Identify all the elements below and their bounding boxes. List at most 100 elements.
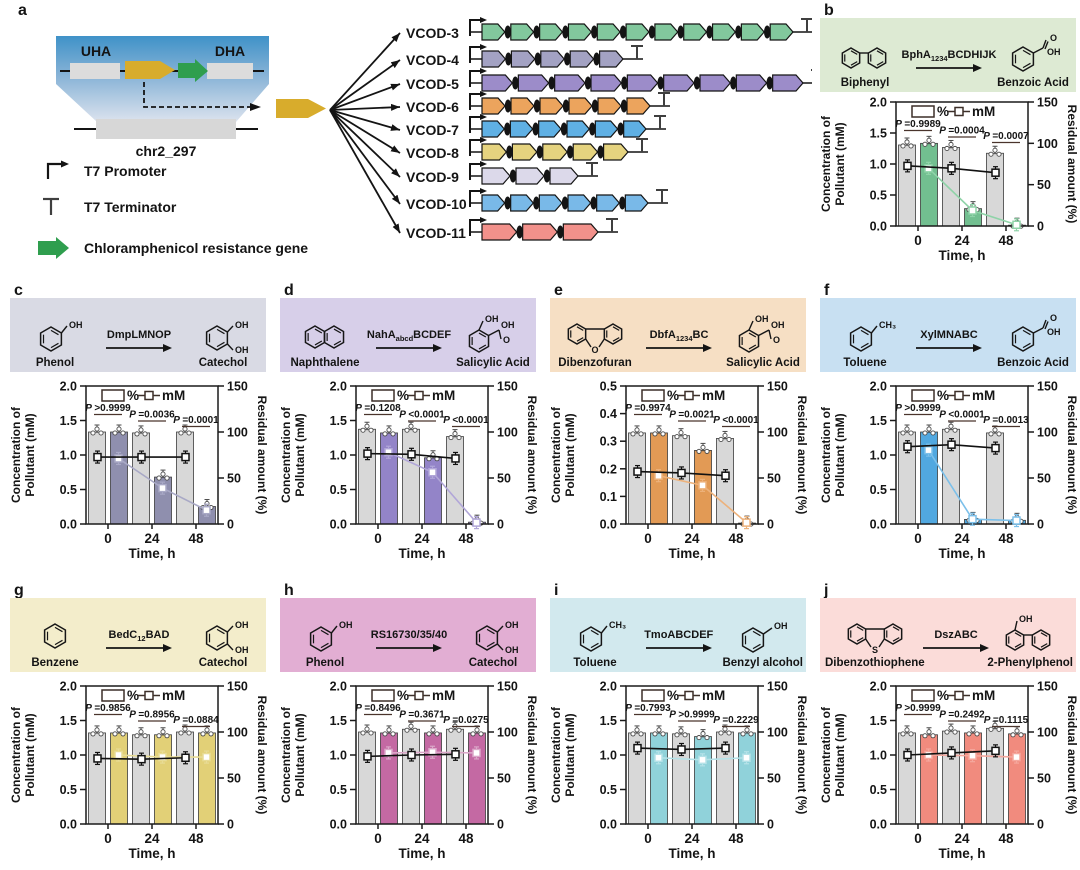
panel-letter: h bbox=[284, 582, 294, 599]
y-axis-left-label-1: Concentration of bbox=[9, 406, 23, 503]
fan-arrow bbox=[329, 109, 401, 131]
degradation-chart: 0.0 0.1 0.2 0.3 0.4 0.5 0 50 100 150 0 24 48 Time, h C… bbox=[548, 374, 810, 571]
x-axis-label: Time, h bbox=[128, 546, 175, 561]
svg-text:1.0: 1.0 bbox=[330, 449, 347, 463]
chart-svg: 0.0 0.5 1.0 1.5 2.0 0 50 100 150 0 24 48 Time, h Conc… bbox=[819, 96, 1079, 264]
svg-text:0: 0 bbox=[767, 518, 774, 532]
svg-text:P =0.8956: P =0.8956 bbox=[129, 710, 175, 721]
phenol-structure: OH bbox=[309, 620, 353, 652]
bar-vcod bbox=[650, 732, 668, 825]
svg-text:T7 Terminator: T7 Terminator bbox=[84, 199, 177, 215]
bar-vcod bbox=[920, 734, 938, 825]
product-structure-icon: OH bbox=[990, 612, 1070, 658]
enzyme-suffix: BCDHIJK bbox=[947, 48, 997, 61]
extraction-dashed-arrow bbox=[143, 82, 250, 108]
svg-text:P =0.0004: P =0.0004 bbox=[939, 126, 985, 137]
product-label: Catechol bbox=[468, 656, 518, 669]
svg-text:%: % bbox=[937, 688, 949, 703]
product-structure-icon: OH OH O bbox=[723, 312, 803, 358]
chart-svg: 0.0 0.5 1.0 1.5 2.0 0 50 100 150 0 24 48 Time, h Conc… bbox=[279, 680, 539, 862]
enzyme-prefix: BedC bbox=[108, 628, 138, 641]
reaction-scheme: CH₃ Toluene XylMNABC O OH Benzoic Acid bbox=[820, 298, 1076, 372]
enzyme-label: RS16730/35/40 bbox=[371, 629, 447, 643]
fan-arrow bbox=[329, 109, 401, 154]
gene-junction-dot bbox=[564, 52, 571, 66]
axes: 0.0 0.5 1.0 1.5 2.0 0 50 100 150 0 24 48 Time, h Conc… bbox=[279, 680, 539, 862]
gene-arrow bbox=[683, 23, 708, 41]
dha-label: DHA bbox=[215, 43, 245, 59]
svg-text:1.0: 1.0 bbox=[60, 449, 77, 463]
chart-legend: % mM bbox=[911, 688, 995, 703]
gene-junction-dot bbox=[504, 122, 511, 136]
svg-text:0.5: 0.5 bbox=[870, 783, 887, 797]
reaction-step: DszABC bbox=[923, 629, 990, 653]
svg-text:0: 0 bbox=[644, 831, 652, 846]
gene-arrow bbox=[522, 223, 559, 241]
substrate-block: O Dibenzofuran bbox=[555, 312, 635, 370]
toluene-structure: CH₃ bbox=[849, 320, 896, 352]
product-structure-icon: O OH bbox=[993, 312, 1073, 358]
y-axis-right-label: Residual amount (%) bbox=[795, 396, 809, 515]
bar-vcod bbox=[1008, 733, 1026, 825]
bars bbox=[898, 421, 1026, 525]
reaction-scheme: Benzene BedC12BAD OH OH Catechol bbox=[10, 598, 266, 672]
substrate-structure-icon: CH₃ bbox=[555, 612, 635, 658]
vcod-row-VCOD-9: VCOD-9 bbox=[329, 109, 598, 185]
svg-text:1.0: 1.0 bbox=[870, 749, 887, 763]
reaction-step: TmoABCDEF bbox=[644, 629, 713, 653]
bar-control bbox=[402, 728, 420, 825]
svg-text:100: 100 bbox=[1037, 137, 1058, 151]
svg-text:1.5: 1.5 bbox=[870, 414, 887, 428]
bar-vcod bbox=[110, 732, 128, 825]
panel-letter: f bbox=[824, 282, 830, 299]
panel-letter: e bbox=[554, 282, 563, 299]
gene-arrow bbox=[663, 74, 695, 92]
gene-arrow bbox=[511, 143, 538, 161]
svg-text:2.0: 2.0 bbox=[60, 680, 77, 694]
svg-text:50: 50 bbox=[1037, 472, 1051, 486]
panel-letter: i bbox=[554, 582, 559, 599]
svg-text:0: 0 bbox=[227, 818, 234, 832]
gene-arrow bbox=[481, 223, 518, 241]
panel-b: b Biphenyl BphA1234BCDHIJK O OH Benzoic A… bbox=[818, 2, 1079, 272]
gene-arrow bbox=[542, 143, 568, 161]
phenol-structure: OH bbox=[39, 320, 83, 352]
x-axis-label: Time, h bbox=[938, 846, 985, 861]
chr-locus-box bbox=[96, 119, 236, 139]
gene-arrow bbox=[481, 120, 506, 138]
chart-svg: 0.0 0.5 1.0 1.5 2.0 0 50 100 150 0 24 48 Time, h Conc… bbox=[549, 680, 809, 862]
bar-vcod bbox=[154, 734, 172, 825]
y-axis-left-label-2: Pollutant (mM) bbox=[563, 713, 577, 796]
line-vcod-mM bbox=[924, 748, 1021, 764]
resistance-gene-arrow-icon bbox=[38, 237, 69, 259]
line-control-mM bbox=[93, 751, 190, 766]
svg-text:0: 0 bbox=[104, 531, 112, 546]
fan-arrow bbox=[329, 109, 401, 178]
svg-text:150: 150 bbox=[1037, 680, 1058, 694]
enzyme-label: TmoABCDEF bbox=[644, 629, 713, 643]
substrate-structure-icon bbox=[15, 612, 95, 658]
bars bbox=[88, 724, 216, 825]
panel-j: j S Dibenzothiophene DszABC OH 2-Phenylp… bbox=[818, 582, 1079, 870]
reaction-step: RS16730/35/40 bbox=[371, 629, 447, 653]
gene-junction-dot bbox=[512, 76, 519, 90]
y-axis-left-label-2: Pollutant (mM) bbox=[563, 413, 577, 496]
gene-arrow bbox=[590, 74, 623, 92]
enzyme-prefix: BphA bbox=[901, 48, 931, 61]
svg-text:OH: OH bbox=[771, 320, 785, 330]
chart-legend: % mM bbox=[371, 688, 455, 703]
svg-text:OH: OH bbox=[1047, 327, 1061, 337]
bar-control bbox=[942, 730, 960, 825]
enzyme-subscript: 12 bbox=[137, 633, 146, 643]
svg-text:CH₃: CH₃ bbox=[879, 320, 896, 330]
chart-svg: 0.0 0.5 1.0 1.5 2.0 0 50 100 150 0 24 48 Time, h Conc… bbox=[9, 680, 269, 862]
svg-text:0: 0 bbox=[767, 818, 774, 832]
svg-text:150: 150 bbox=[497, 680, 518, 694]
reaction-step: DmpLMNOP bbox=[106, 329, 172, 353]
gene-arrow bbox=[567, 194, 592, 212]
bars bbox=[628, 425, 756, 527]
x-axis-label: Time, h bbox=[398, 546, 445, 561]
